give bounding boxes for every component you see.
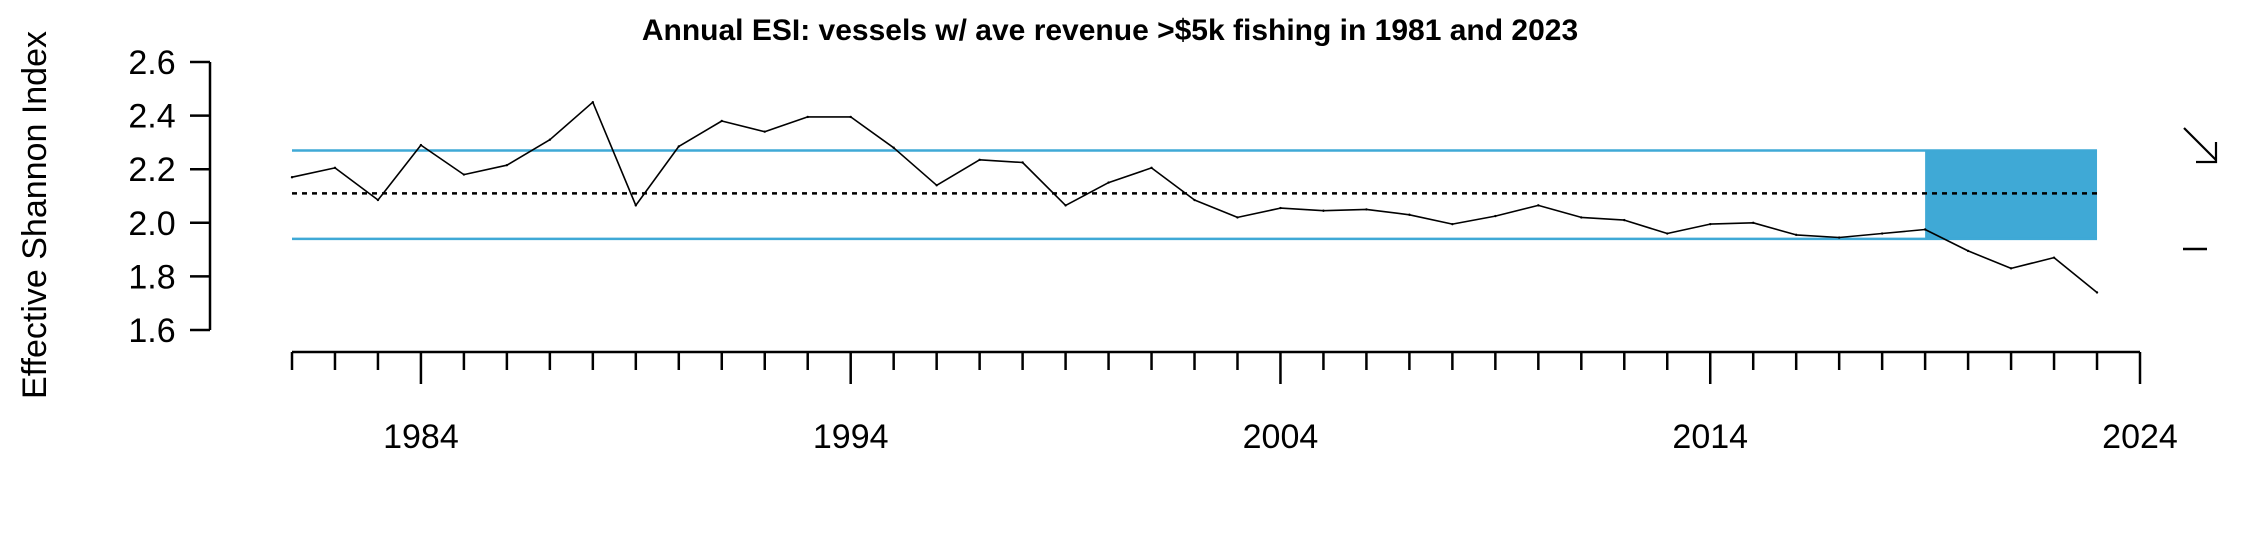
data-point <box>1752 221 1755 224</box>
data-point <box>505 163 509 167</box>
data-point <box>1322 209 1325 212</box>
data-point <box>720 119 723 123</box>
data-point <box>849 115 852 119</box>
data-point <box>1365 208 1368 211</box>
data-point <box>1837 236 1841 239</box>
data-point <box>1236 216 1239 219</box>
data-point <box>1923 228 1927 231</box>
series-group <box>290 101 2099 294</box>
data-point <box>1494 214 1497 218</box>
y-tick-label: 2.4 <box>128 98 175 136</box>
data-point <box>1107 181 1110 184</box>
y-tick-label: 1.8 <box>128 258 175 296</box>
chart-title: Annual ESI: vessels w/ ave revenue >$5k … <box>642 14 1578 47</box>
data-point <box>634 204 638 207</box>
x-tick-label: 2024 <box>2102 418 2178 456</box>
data-point <box>376 198 380 202</box>
data-point <box>1880 232 1884 235</box>
series-line <box>291 101 2098 294</box>
recent-period-highlight <box>1925 150 2098 239</box>
data-point <box>1537 204 1540 207</box>
data-point <box>1279 206 1282 210</box>
data-point <box>2009 267 2013 270</box>
y-tick-label: 1.6 <box>128 312 175 350</box>
data-point <box>2095 291 2099 294</box>
data-point <box>1709 222 1712 226</box>
data-point <box>591 101 595 104</box>
reference-bands <box>292 149 2098 241</box>
data-point <box>978 158 981 162</box>
indicator-group <box>2183 127 2218 251</box>
data-point <box>2052 256 2056 259</box>
data-point <box>1580 216 1583 219</box>
x-tick-label: 2004 <box>1243 418 1319 456</box>
data-point <box>1408 213 1411 216</box>
data-point <box>419 143 423 147</box>
data-point <box>763 130 766 133</box>
data-point <box>1193 198 1196 202</box>
y-tick-label: 2.0 <box>128 205 175 243</box>
x-tick-label: 1984 <box>383 418 459 456</box>
data-point <box>290 176 294 179</box>
y-tick-label: 2.6 <box>128 44 175 82</box>
trend-arrow-head-icon <box>2196 142 2218 164</box>
y-axis: 1.6 1.8 2.0 2.2 2.4 2.6 <box>128 44 212 350</box>
data-point <box>806 115 809 119</box>
data-point <box>1451 222 1454 226</box>
y-tick-label: 2.2 <box>128 151 175 189</box>
data-point <box>462 173 466 176</box>
data-point <box>1794 233 1798 237</box>
x-tick-label: 2014 <box>1672 418 1748 456</box>
data-point <box>1966 249 1970 253</box>
data-point <box>677 145 680 148</box>
data-point <box>333 166 337 170</box>
x-axis: 1984 1994 2004 2014 2024 <box>290 350 2178 456</box>
y-axis-label: Effective Shannon Index <box>16 31 54 399</box>
data-point <box>1623 218 1626 222</box>
trend-arrow-icon <box>2183 127 2217 161</box>
data-point <box>548 138 552 141</box>
x-tick-label: 1994 <box>813 418 889 456</box>
data-point <box>1666 232 1669 235</box>
data-point <box>1150 166 1153 170</box>
data-point <box>935 184 938 187</box>
data-point <box>1021 161 1024 164</box>
data-point <box>892 146 895 149</box>
data-point <box>1064 204 1067 207</box>
